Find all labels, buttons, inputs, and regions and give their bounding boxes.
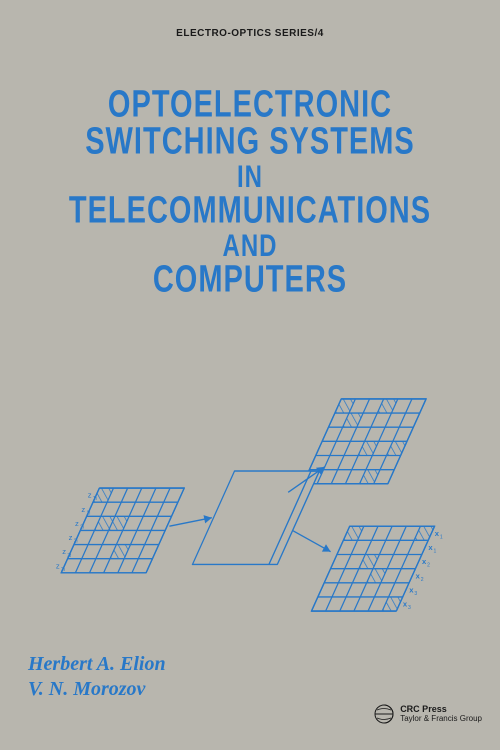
author-2: V. N. Morozov	[28, 677, 166, 702]
svg-text:z: z	[81, 505, 85, 514]
svg-text:3: 3	[408, 605, 411, 611]
svg-text:x: x	[409, 585, 414, 594]
svg-text:z: z	[88, 491, 92, 500]
svg-text:1: 1	[433, 549, 436, 555]
svg-text:x: x	[428, 543, 433, 552]
publisher-text: CRC Press Taylor & Francis Group	[400, 705, 482, 724]
author-1: Herbert A. Elion	[28, 652, 166, 677]
authors-block: Herbert A. Elion V. N. Morozov	[28, 652, 166, 702]
book-cover: ELECTRO-OPTICS SERIES/4 OPTOELECTRONIC S…	[0, 0, 500, 750]
cover-diagram: z1iz1iz2iz2iz3iz3ix1x1x2x2x3x3	[0, 365, 500, 645]
publisher-tagline: Taylor & Francis Group	[400, 715, 482, 724]
svg-text:3: 3	[414, 591, 417, 597]
svg-text:z: z	[75, 519, 79, 528]
publisher-logo-icon	[374, 704, 394, 724]
title-line-4: TELECOMMUNICATIONS	[0, 190, 500, 233]
svg-text:1i: 1i	[93, 496, 97, 502]
svg-text:z: z	[62, 547, 66, 556]
title-line-6: COMPUTERS	[0, 259, 500, 302]
series-label: ELECTRO-OPTICS SERIES/4	[0, 0, 500, 39]
svg-text:z: z	[69, 533, 73, 542]
svg-text:2: 2	[421, 577, 424, 583]
svg-text:2i: 2i	[74, 539, 78, 545]
svg-text:3i: 3i	[61, 567, 65, 573]
svg-text:1: 1	[440, 534, 443, 540]
svg-text:2i: 2i	[80, 524, 84, 530]
svg-text:z: z	[56, 561, 60, 570]
publisher-block: CRC Press Taylor & Francis Group	[374, 704, 482, 724]
title-line-2: SWITCHING SYSTEMS	[0, 121, 500, 164]
book-title: OPTOELECTRONIC SWITCHING SYSTEMS IN TELE…	[0, 89, 500, 298]
svg-text:3i: 3i	[67, 553, 71, 559]
svg-text:2: 2	[427, 563, 430, 569]
svg-text:1i: 1i	[86, 510, 90, 516]
